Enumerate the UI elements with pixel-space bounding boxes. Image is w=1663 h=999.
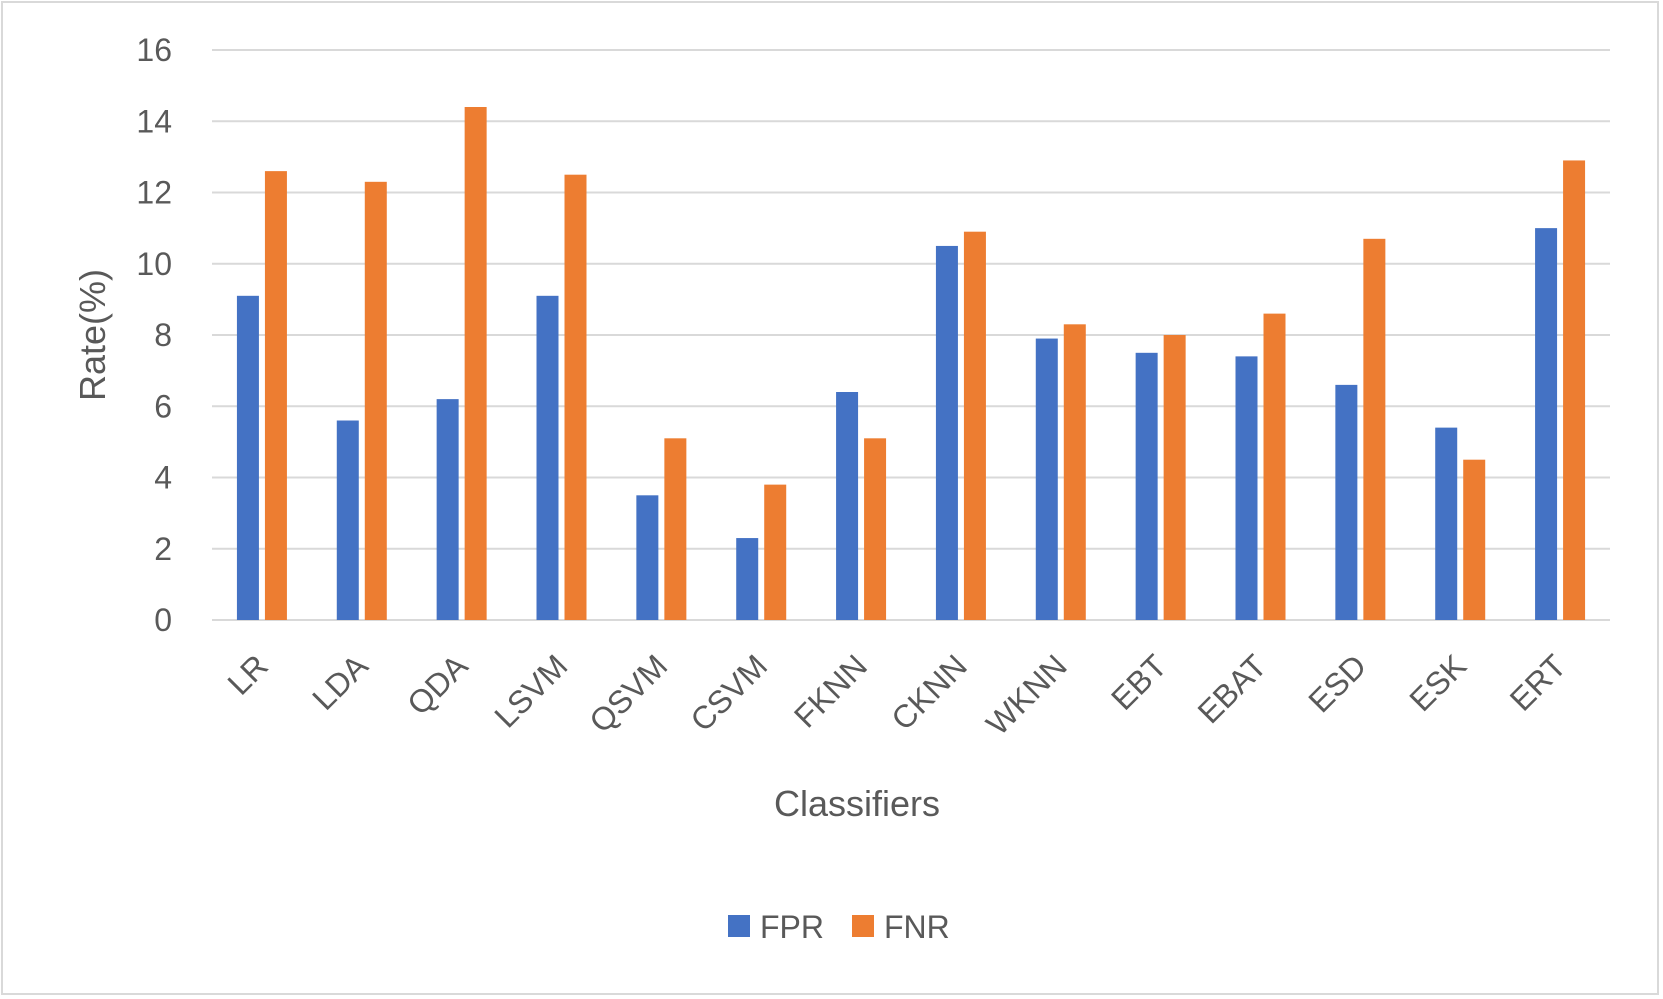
bar-fpr-qsvm [636, 495, 659, 620]
bar-fnr-qda [464, 107, 487, 620]
y-tick-label: 16 [136, 32, 172, 68]
gridlines [212, 49, 1610, 621]
y-axis-ticks: 0 2 4 6 8 10 12 14 16 [136, 32, 172, 638]
bar-fpr-ebat [1235, 356, 1258, 620]
legend: FPR FNR [728, 909, 950, 945]
legend-label-fpr: FPR [760, 909, 824, 945]
y-axis-title: Rate(%) [72, 269, 113, 401]
bar-fnr-lda [364, 181, 387, 620]
bar-fpr-cknn [935, 245, 958, 620]
bar-fnr-ert [1563, 160, 1586, 620]
y-tick-label: 6 [154, 388, 172, 424]
x-tick-label: WKNN [979, 647, 1074, 742]
x-tick-label: LR [220, 647, 274, 701]
bar-fpr-ebt [1135, 352, 1158, 620]
bar-fpr-csvm [736, 538, 759, 620]
bar-fnr-lr [264, 171, 287, 620]
bar-fpr-wknn [1035, 338, 1058, 620]
x-tick-label: QDA [400, 647, 475, 722]
bar-fpr-ert [1535, 228, 1558, 620]
legend-swatch-fnr [852, 915, 874, 937]
bar-fnr-qsvm [664, 438, 687, 620]
x-tick-label: ESK [1402, 647, 1473, 718]
y-tick-label: 4 [154, 460, 172, 496]
bar-fpr-esd [1335, 384, 1358, 620]
x-axis-ticks: LR LDA QDA LSVM QSVM CSVM FKNN CKNN WKNN EBT EBAT E… [220, 647, 1573, 742]
bar-fpr-lsvm [536, 295, 559, 620]
x-tick-label: EBAT [1191, 647, 1274, 730]
x-tick-label: ESD [1301, 647, 1373, 719]
x-tick-label: LDA [305, 647, 375, 717]
bar-fnr-wknn [1063, 324, 1086, 620]
y-tick-label: 10 [136, 246, 172, 282]
bar-fnr-cknn [963, 231, 986, 620]
bar-fpr-fknn [836, 392, 859, 620]
legend-swatch-fpr [728, 915, 750, 937]
x-tick-label: ERT [1503, 647, 1573, 717]
bar-fpr-esk [1435, 427, 1458, 620]
y-tick-label: 14 [136, 103, 172, 139]
bar-fnr-esk [1463, 459, 1486, 620]
bar-fnr-lsvm [564, 174, 587, 620]
x-tick-label: CKNN [884, 647, 974, 737]
x-tick-label: EBT [1104, 647, 1173, 716]
x-tick-label: CSVM [683, 647, 774, 738]
x-axis-title: Classifiers [774, 783, 940, 824]
bar-fpr-lr [236, 295, 259, 620]
bar-fnr-ebt [1163, 335, 1186, 620]
y-tick-label: 0 [154, 602, 172, 638]
bar-fnr-csvm [764, 484, 787, 620]
bar-fnr-ebat [1263, 313, 1286, 620]
y-tick-label: 2 [154, 531, 172, 567]
bar-fnr-esd [1363, 238, 1386, 620]
legend-label-fnr: FNR [884, 909, 950, 945]
x-tick-label: QSVM [582, 647, 674, 739]
y-tick-label: 12 [136, 175, 172, 211]
bars [236, 107, 1586, 620]
y-tick-label: 8 [154, 317, 172, 353]
bar-fnr-fknn [864, 438, 887, 620]
x-tick-label: LSVM [487, 647, 574, 734]
bar-fpr-lda [336, 420, 359, 620]
x-tick-label: FKNN [787, 647, 874, 734]
bar-fpr-qda [436, 399, 459, 620]
